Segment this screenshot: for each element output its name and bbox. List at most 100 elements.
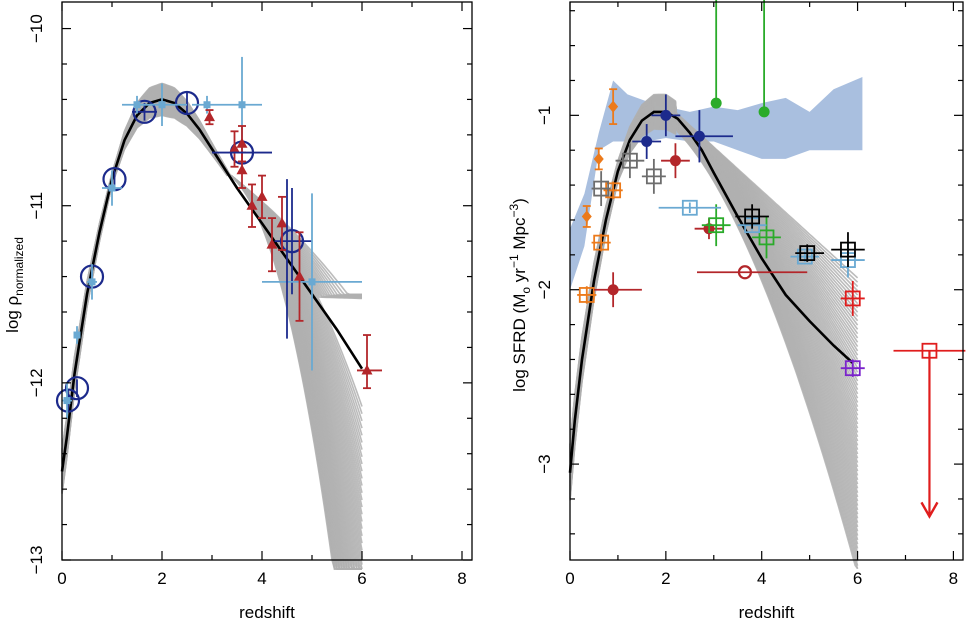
data-point (591, 171, 611, 207)
data-point (73, 326, 81, 344)
data-point (246, 183, 258, 228)
data-point (276, 195, 288, 251)
y-axis-label: log SFRD (Mo yr−1 Mpc−3) (507, 198, 533, 392)
marker-filled-square (203, 101, 211, 109)
marker-filled-triangle (276, 217, 288, 228)
data-point (840, 359, 865, 377)
data-point (262, 193, 362, 371)
x-tick-label: 2 (157, 569, 166, 588)
marker-filled-square (73, 331, 81, 339)
marker-open-square (921, 342, 938, 359)
plot-frame (61, 1, 473, 561)
x-tick-label: 8 (457, 569, 466, 588)
y-tick-label: −2 (535, 280, 554, 299)
x-tick-label: 2 (661, 569, 670, 588)
marker-filled-triangle (256, 190, 268, 201)
y-label-suffix: ) (510, 198, 529, 204)
data-point (661, 143, 690, 179)
data-points (55, 56, 382, 419)
marker-filled-triangle (204, 111, 215, 122)
y-label-sup2: −3 (507, 204, 521, 218)
marker-filled-circle (607, 284, 619, 296)
marker-open-square (744, 208, 761, 225)
x-axis-label: redshift (739, 603, 795, 622)
data-point (641, 158, 666, 194)
data-point (615, 143, 645, 179)
marker-filled-triangle (229, 143, 240, 154)
axis-ticks: 0 2 4 6 8 −3 −2 −1 (535, 2, 963, 588)
marker-filled-triangle (236, 137, 248, 148)
y-axis-label-main: log ρ (3, 296, 22, 333)
y-axis-label: log ρnormalized (3, 237, 26, 333)
marker-open-square (605, 182, 622, 199)
data-point (735, 204, 769, 229)
data-points (577, 0, 966, 519)
marker-filled-diamond (581, 210, 592, 223)
y-tick-label: −3 (535, 454, 554, 473)
marker-open-circle (132, 99, 157, 124)
panel-left: 0 2 4 6 8 −13 −12 −11 −10 redshift log ρnormaliz… (3, 1, 473, 622)
y-tick-label: −10 (27, 14, 46, 43)
marker-open-square (593, 234, 610, 251)
data-point (752, 216, 781, 259)
marker-filled-square (108, 184, 116, 192)
marker-open-square (593, 180, 610, 197)
marker-open-square (844, 290, 861, 307)
marker-filled-circle (710, 97, 722, 109)
marker-filled-triangle (361, 364, 373, 375)
x-tick-label: 0 (565, 569, 574, 588)
marker-open-square (796, 248, 813, 265)
marker-filled-circle (669, 155, 681, 167)
data-point (701, 204, 731, 247)
data-point (840, 281, 865, 316)
y-label-prefix: log SFRD (M (510, 294, 529, 392)
x-tick-label: 4 (257, 569, 266, 588)
data-point (357, 334, 382, 390)
marker-open-circle (64, 376, 90, 401)
x-tick-label: 8 (949, 569, 958, 588)
data-point (274, 188, 312, 295)
data-point (256, 174, 268, 220)
data-point (758, 0, 770, 118)
data-point (608, 88, 619, 125)
marker-filled-triangle (236, 164, 248, 175)
y-tick-label: −11 (27, 192, 46, 220)
data-point (593, 272, 642, 308)
data-point (266, 217, 278, 273)
x-tick-label: 6 (357, 569, 366, 588)
marker-open-square (708, 217, 725, 234)
x-tick-label: 0 (57, 569, 66, 588)
marker-filled-circle (641, 136, 653, 147)
y-tick-label: −13 (27, 546, 46, 575)
marker-open-square (622, 152, 638, 169)
marker-open-square (799, 245, 816, 262)
data-point (294, 231, 305, 322)
marker-open-square (840, 241, 856, 258)
marker-filled-diamond (593, 152, 604, 165)
panel-right: 0 2 4 6 8−3−2−1 redshift log SFRD (Mo yr−1 M… (507, 0, 966, 622)
y-axis-label-sub: normalized (12, 237, 26, 296)
data-point (581, 205, 592, 228)
x-tick-label: 4 (757, 569, 766, 588)
y-label-mid2: Mpc (510, 217, 529, 254)
y-label-sup1: −1 (507, 254, 521, 268)
marker-filled-square (63, 397, 71, 405)
data-point (593, 147, 604, 171)
model-band (61, 82, 363, 570)
data-point (658, 199, 721, 216)
data-point (831, 232, 865, 268)
y-tick-label: −12 (27, 368, 46, 397)
data-point (795, 244, 825, 262)
marker-filled-triangle (246, 199, 258, 210)
data-point (174, 90, 200, 116)
data-point (62, 382, 72, 419)
data-point (204, 109, 215, 126)
marker-open-square (578, 287, 595, 303)
data-point (229, 130, 240, 168)
marker-open-square (645, 168, 662, 185)
data-point (697, 265, 808, 280)
marker-open-square (681, 199, 698, 216)
data-point (675, 110, 733, 163)
marker-filled-circle (693, 130, 705, 142)
data-point (137, 83, 187, 126)
